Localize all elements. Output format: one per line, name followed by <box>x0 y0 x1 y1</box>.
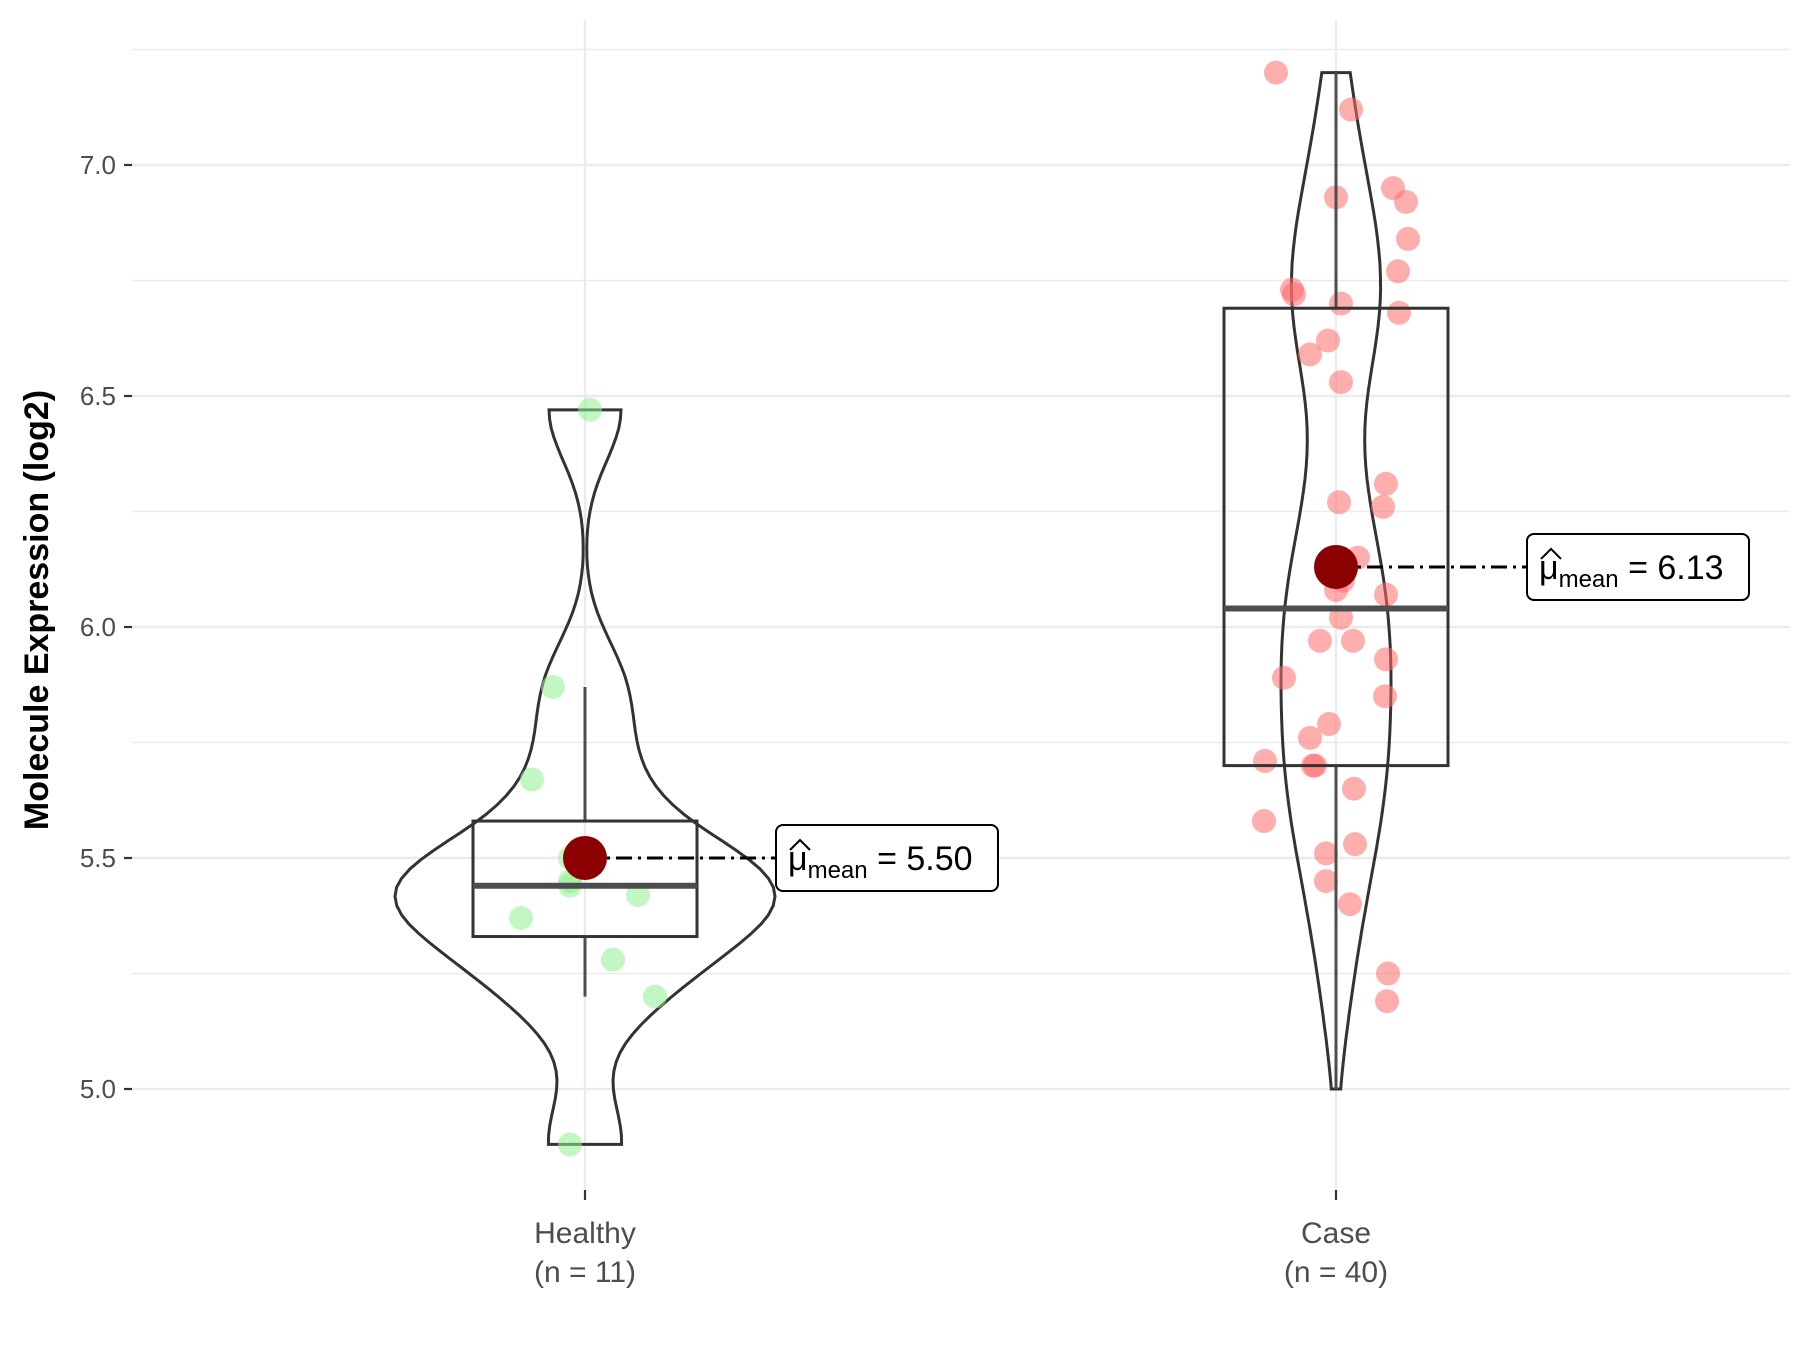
y-tick-label: 7.0 <box>80 150 116 180</box>
data-point-healthy <box>509 906 533 931</box>
data-point-case <box>1343 832 1367 857</box>
data-point-case <box>1298 342 1322 367</box>
mean-label-box-healthy <box>775 824 999 892</box>
y-axis-label: Molecule Expression (log2) <box>18 390 56 830</box>
y-tick-label: 5.0 <box>80 1074 116 1104</box>
x-category-label: Healthy <box>534 1217 636 1250</box>
data-point-case <box>1375 989 1399 1014</box>
box-case <box>1222 306 1450 768</box>
data-point-case <box>1329 370 1353 395</box>
data-point-healthy <box>643 984 667 1009</box>
data-point-case <box>1317 712 1341 737</box>
data-point-case <box>1387 300 1411 325</box>
data-point-case <box>1373 684 1397 709</box>
y-axis: 5.0 5.5 6.0 6.5 7.0 Healthy (n = 11) Case (n = 4… <box>80 150 1388 1289</box>
data-point-case <box>1298 725 1322 750</box>
violin-healthy <box>393 408 777 1146</box>
data-point-case <box>1314 869 1338 894</box>
data-point-case <box>1327 490 1351 515</box>
data-point-case <box>1374 471 1398 496</box>
data-point-case <box>1282 282 1306 307</box>
y-tick-label: 6.5 <box>80 381 116 411</box>
data-point-case <box>1329 291 1353 316</box>
mean-marker-case <box>1314 544 1358 589</box>
data-point-case <box>1316 328 1340 353</box>
violin-case <box>1279 71 1393 1091</box>
data-point-healthy <box>520 767 544 792</box>
y-tick-label: 6.0 <box>80 612 116 642</box>
data-point-case <box>1376 961 1400 986</box>
data-point-case <box>1339 97 1363 122</box>
data-point-case <box>1374 582 1398 607</box>
data-point-case <box>1394 189 1418 214</box>
data-point-case <box>1371 494 1395 519</box>
mean-hat-case <box>1540 547 1562 560</box>
data-point-case <box>1308 628 1332 653</box>
mean-label-healthy: μmean = 5.50 <box>788 840 973 884</box>
box-healthy <box>471 819 699 939</box>
data-point-case <box>1252 809 1276 834</box>
data-point-healthy <box>541 675 565 700</box>
data-point-healthy <box>626 882 650 907</box>
data-point-healthy <box>558 1132 582 1157</box>
mean-label-box-case <box>1526 532 1750 601</box>
data-point-healthy <box>601 947 625 972</box>
data-point-case <box>1329 605 1353 630</box>
grid <box>132 20 1790 1190</box>
data-point-case <box>1264 60 1288 85</box>
plot-area: μmean = 5.50 μmean = 6.13 <box>393 60 1750 1157</box>
data-point-case <box>1253 748 1277 773</box>
data-point-case <box>1396 226 1420 251</box>
data-point-case <box>1341 628 1365 653</box>
data-point-case <box>1314 841 1338 866</box>
mean-label-case: μmean = 6.13 <box>1539 549 1724 593</box>
data-point-case <box>1338 892 1362 917</box>
data-point-case <box>1386 259 1410 284</box>
data-point-case <box>1374 647 1398 672</box>
mean-marker-healthy <box>563 836 607 880</box>
data-point-healthy <box>578 397 602 422</box>
data-point-case <box>1342 776 1366 801</box>
data-point-case <box>1272 665 1296 690</box>
x-category-label: Case <box>1301 1217 1371 1250</box>
x-category-count: (n = 11) <box>534 1256 636 1289</box>
mean-hat-healthy <box>789 838 811 851</box>
x-category-count: (n = 40) <box>1284 1256 1388 1289</box>
y-tick-label: 5.5 <box>80 843 116 873</box>
